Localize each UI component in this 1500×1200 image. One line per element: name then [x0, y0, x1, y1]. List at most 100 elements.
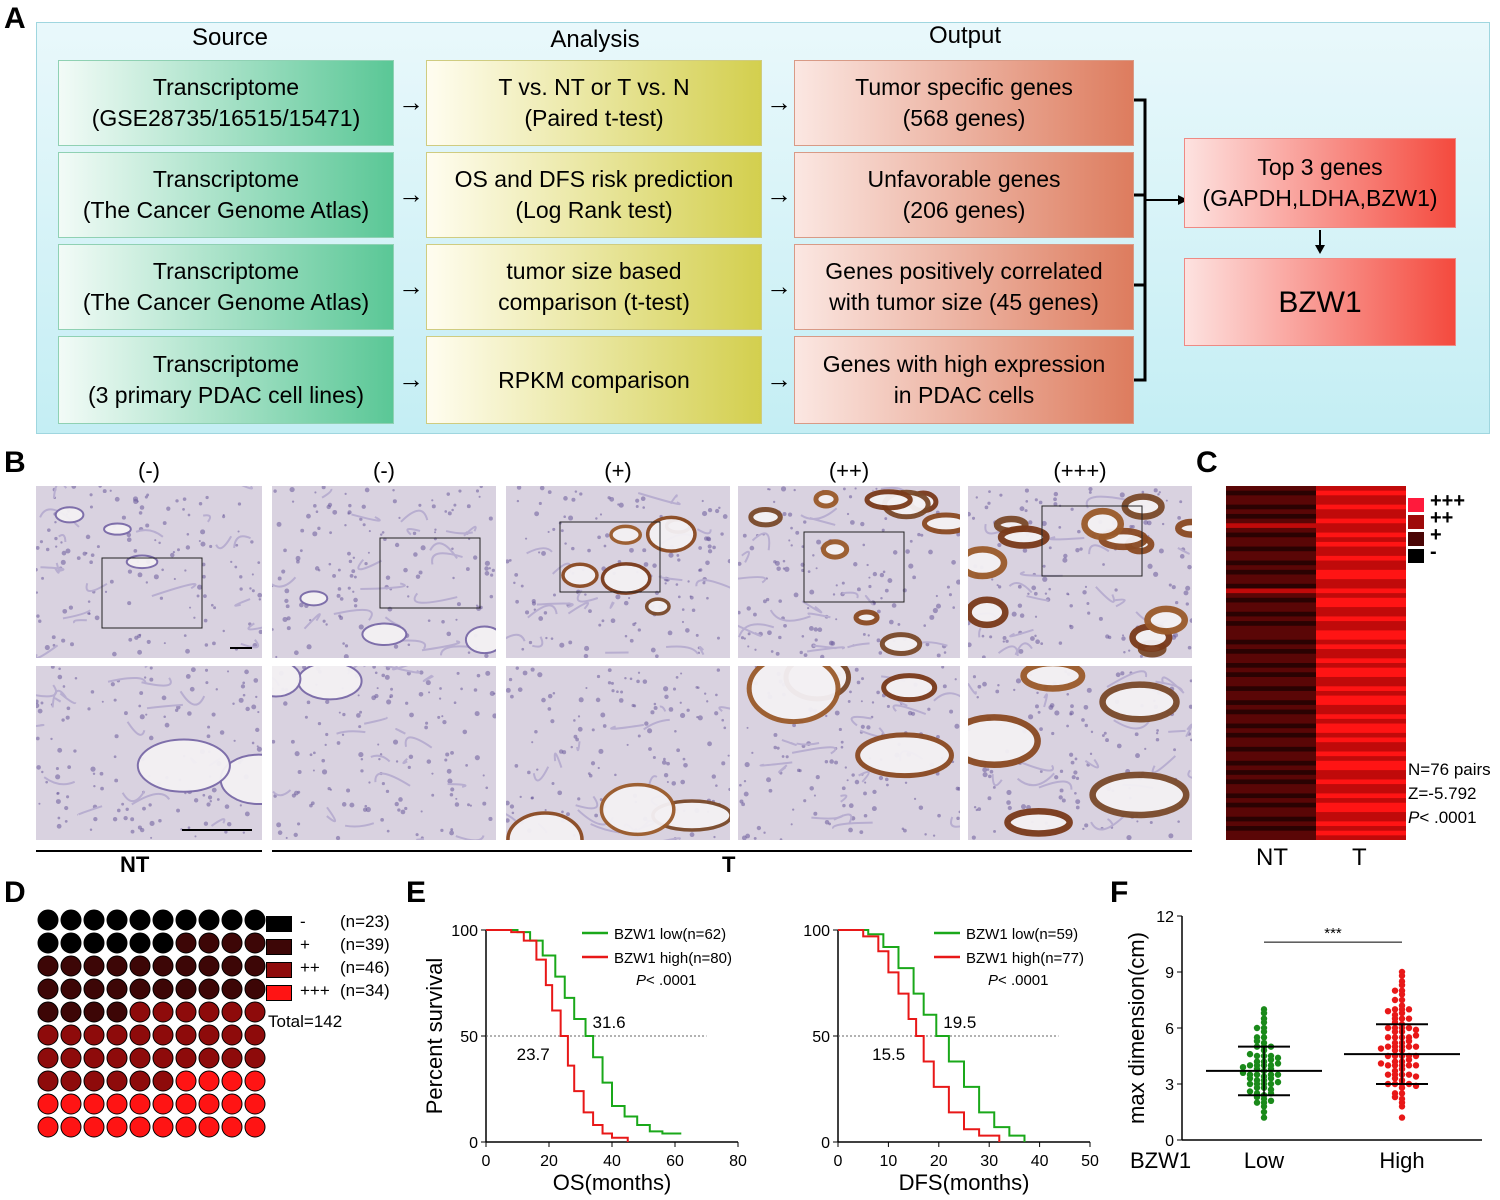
dot-grid-total: Total=142: [268, 1012, 343, 1031]
data-point: [1398, 1095, 1406, 1103]
dot: [175, 955, 197, 977]
dot: [37, 1047, 59, 1069]
p-value: P< .0001: [988, 972, 1048, 989]
heatmap-cell: [1316, 746, 1406, 752]
stat-p-rest: < .0001: [1419, 808, 1477, 827]
legend-swatch: [266, 985, 292, 1001]
p-rest: < .0001: [998, 972, 1048, 989]
dot: [152, 1116, 174, 1138]
heatmap-cell: [1316, 588, 1406, 594]
data-point: [1253, 1037, 1261, 1045]
heatmap-cell: [1316, 546, 1406, 552]
micrograph: [738, 486, 960, 658]
heatmap-cell: [1226, 513, 1316, 520]
analysis-line: OS and DFS risk prediction: [454, 166, 734, 192]
y-axis-label: max dimension(cm): [1124, 932, 1149, 1124]
heatmap-cell: [1226, 509, 1316, 515]
heatmap-cell: [1316, 607, 1406, 613]
heatmap-cell: [1316, 737, 1406, 743]
analysis-box: RPKM comparison: [426, 336, 762, 424]
data-point: [1246, 1062, 1254, 1069]
data-point: [1384, 1034, 1392, 1041]
micrograph: [506, 666, 730, 840]
heatmap-cell: [1316, 700, 1406, 706]
right-arrow-icon: →: [766, 179, 792, 209]
merge-bracket: [1134, 98, 1188, 382]
data-point: [1253, 1077, 1261, 1084]
data-point: [1246, 1050, 1254, 1058]
heatmap-cell: [1226, 532, 1316, 538]
stat-p-italic: P: [1408, 808, 1420, 827]
heatmap-cell: [1226, 588, 1316, 594]
data-point: [1384, 1008, 1392, 1015]
data-point: [1405, 1071, 1413, 1078]
data-point: [1405, 1056, 1413, 1063]
analysis-line: comparison (t-test): [498, 289, 690, 315]
dot: [152, 955, 174, 977]
y-tick-label: 6: [1165, 1021, 1174, 1038]
heatmap-cell: [1316, 676, 1406, 683]
dot: [221, 978, 243, 1000]
legend-count: (n=39): [340, 935, 390, 954]
heatmap-cell: [1226, 760, 1316, 766]
dot: [152, 1047, 174, 1069]
x-tick-label: 30: [980, 1153, 998, 1170]
heatmap-cell: [1316, 686, 1406, 692]
x-tick-label: 20: [540, 1153, 558, 1170]
data-point: [1253, 1071, 1261, 1078]
p-italic: P: [636, 972, 646, 989]
dot: [175, 1116, 197, 1138]
data-point: [1412, 1032, 1420, 1039]
dot: [221, 1047, 243, 1069]
heatmap-cell: [1316, 798, 1406, 804]
dot: [106, 955, 128, 977]
heatmap-cell: [1316, 574, 1406, 580]
data-point: [1260, 1034, 1268, 1041]
dot: [106, 1001, 128, 1023]
heatmap-cell: [1226, 742, 1316, 748]
dot: [152, 1024, 174, 1046]
dot: [37, 955, 59, 977]
heatmap-cell: [1226, 770, 1316, 776]
heatmap-cell: [1226, 807, 1316, 813]
data-point: [1260, 1015, 1268, 1022]
survival-curve-high: [486, 929, 629, 1142]
dot: [198, 978, 220, 1000]
median-high: 23.7: [517, 1045, 550, 1064]
legend-swatch: [266, 962, 292, 978]
heatmap-cell: [1226, 565, 1316, 571]
heatmap-cell: [1226, 630, 1316, 636]
data-point: [1274, 1054, 1282, 1062]
data-point: [1246, 1075, 1254, 1082]
heatmap-cell: [1226, 714, 1316, 720]
dot: [198, 1001, 220, 1023]
dot: [106, 909, 128, 931]
header-output: Output: [928, 22, 1002, 49]
output-line: in PDAC cells: [893, 382, 1035, 408]
right-arrow-icon: →: [766, 364, 792, 394]
data-point: [1391, 996, 1399, 1004]
heatmap-cell: [1226, 551, 1316, 557]
dot: [60, 909, 82, 931]
source-line: (GSE28735/16515/15471): [91, 105, 361, 131]
y-tick-label: 0: [821, 1135, 830, 1152]
micrograph: [968, 666, 1192, 840]
dot: [83, 1001, 105, 1023]
y-tick-label: 9: [1165, 965, 1174, 982]
stat-p: P< .0001: [1408, 808, 1477, 828]
data-point: [1260, 1006, 1268, 1013]
output-line: (206 genes): [902, 197, 1026, 223]
dot: [106, 1116, 128, 1138]
dot: [60, 1047, 82, 1069]
dot: [60, 955, 82, 977]
heatmap-cell: [1226, 835, 1316, 840]
heatmap-cell: [1316, 704, 1406, 710]
legend-count: (n=34): [340, 981, 390, 1000]
dot: [175, 978, 197, 1000]
p-rest: < .0001: [646, 972, 696, 989]
nt-group-line: [36, 850, 262, 852]
p-italic: P: [988, 972, 998, 989]
right-arrow-icon: →: [766, 87, 792, 117]
heatmap-cell: [1316, 611, 1406, 617]
dot: [106, 1047, 128, 1069]
